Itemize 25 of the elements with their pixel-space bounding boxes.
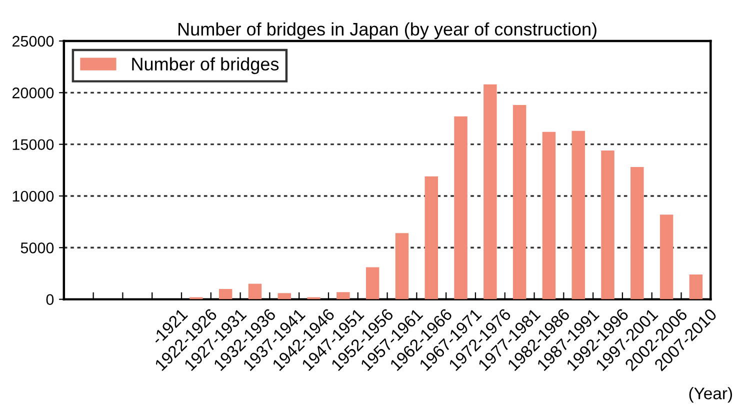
y-tick-label: 25000 [12, 36, 54, 47]
chart-title: Number of bridges in Japan (by year of construction) [178, 22, 596, 40]
bar [366, 267, 380, 300]
bar [660, 214, 674, 300]
x-axis-title: (Year) [689, 387, 732, 403]
y-tick-label: 0 [46, 294, 54, 305]
bar [630, 167, 644, 300]
bar [572, 130, 585, 300]
bar [689, 274, 703, 300]
bar [278, 293, 292, 300]
y-tick-label: 20000 [12, 88, 54, 98]
bar [454, 116, 468, 300]
bar [542, 132, 556, 300]
bar [248, 284, 262, 300]
bar [484, 84, 497, 300]
bar [218, 288, 232, 300]
bar [336, 292, 350, 300]
y-tick-label: 15000 [12, 139, 54, 150]
bar [424, 176, 438, 300]
bar [395, 233, 409, 300]
bar [601, 150, 614, 300]
legend-label: Number of bridges [132, 57, 279, 74]
bar [512, 105, 526, 300]
y-tick-label: 5000 [20, 242, 54, 254]
y-tick-label: 10000 [12, 190, 54, 202]
